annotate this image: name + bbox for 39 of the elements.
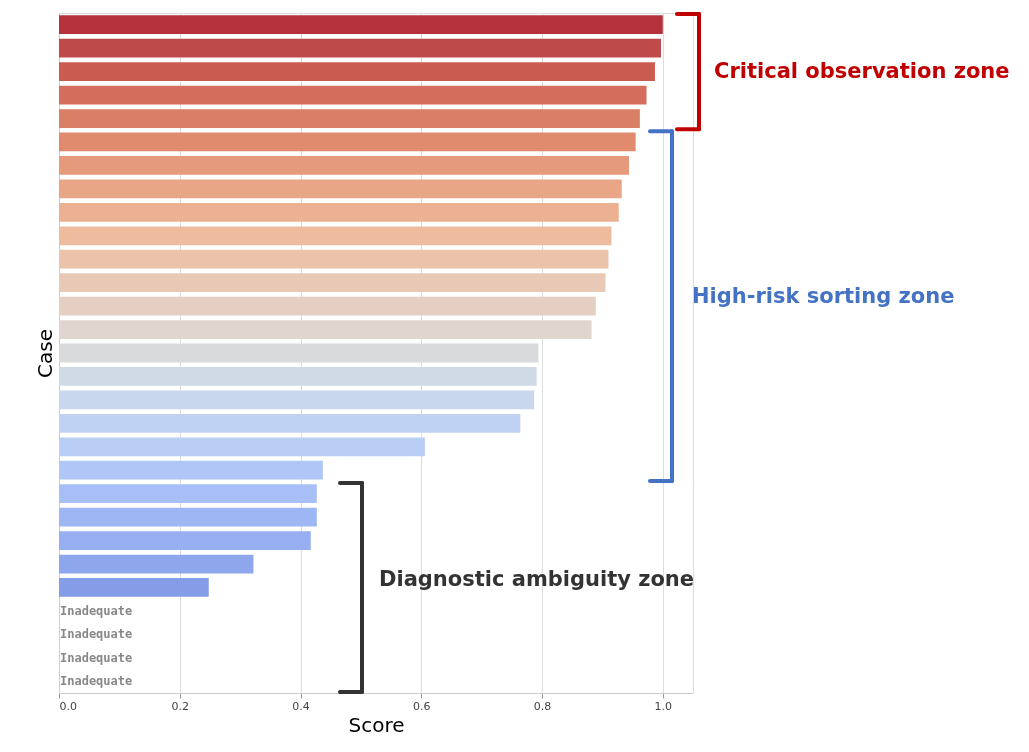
- x-tick-label: 0.8: [533, 699, 552, 713]
- bar: [59, 15, 663, 35]
- text: Critical observation zone: [714, 58, 1010, 83]
- bar: [59, 249, 609, 269]
- bar: [59, 202, 619, 222]
- text: Inadequate: [60, 627, 133, 642]
- bar: [59, 484, 317, 504]
- bar: [59, 156, 629, 175]
- bar: [59, 132, 636, 152]
- x-tick-label: 0.6: [413, 699, 431, 713]
- x-tick-label: 0.2: [171, 699, 190, 713]
- x-tick-label: 0.0: [59, 699, 77, 713]
- x-tick-label: 1.0: [654, 699, 673, 713]
- bar: [59, 554, 254, 574]
- y-axis-title: Case: [32, 329, 57, 378]
- text: Inadequate: [60, 603, 133, 618]
- bar: [59, 85, 647, 105]
- bar: [59, 38, 661, 58]
- bar: [59, 62, 655, 81]
- bar: [59, 296, 596, 316]
- bar: [59, 507, 317, 527]
- bar: [59, 578, 209, 597]
- x-axis-title: Score: [348, 712, 405, 737]
- text: Inadequate: [60, 674, 133, 689]
- bar: [59, 109, 640, 128]
- bar: [59, 367, 537, 386]
- x-tick-label: 0.4: [292, 699, 310, 713]
- bar: [59, 531, 311, 550]
- bar: [59, 413, 521, 433]
- bar: [59, 273, 606, 293]
- bar: [59, 460, 323, 480]
- bar: [59, 226, 612, 246]
- bar: [59, 179, 622, 199]
- bar: [59, 320, 592, 339]
- bar: [59, 437, 425, 457]
- bar: [59, 390, 535, 410]
- text: Inadequate: [60, 650, 133, 665]
- annotation: Diagnostic ambiguity zone: [379, 567, 695, 592]
- annotation: High-risk sorting zone: [692, 283, 955, 308]
